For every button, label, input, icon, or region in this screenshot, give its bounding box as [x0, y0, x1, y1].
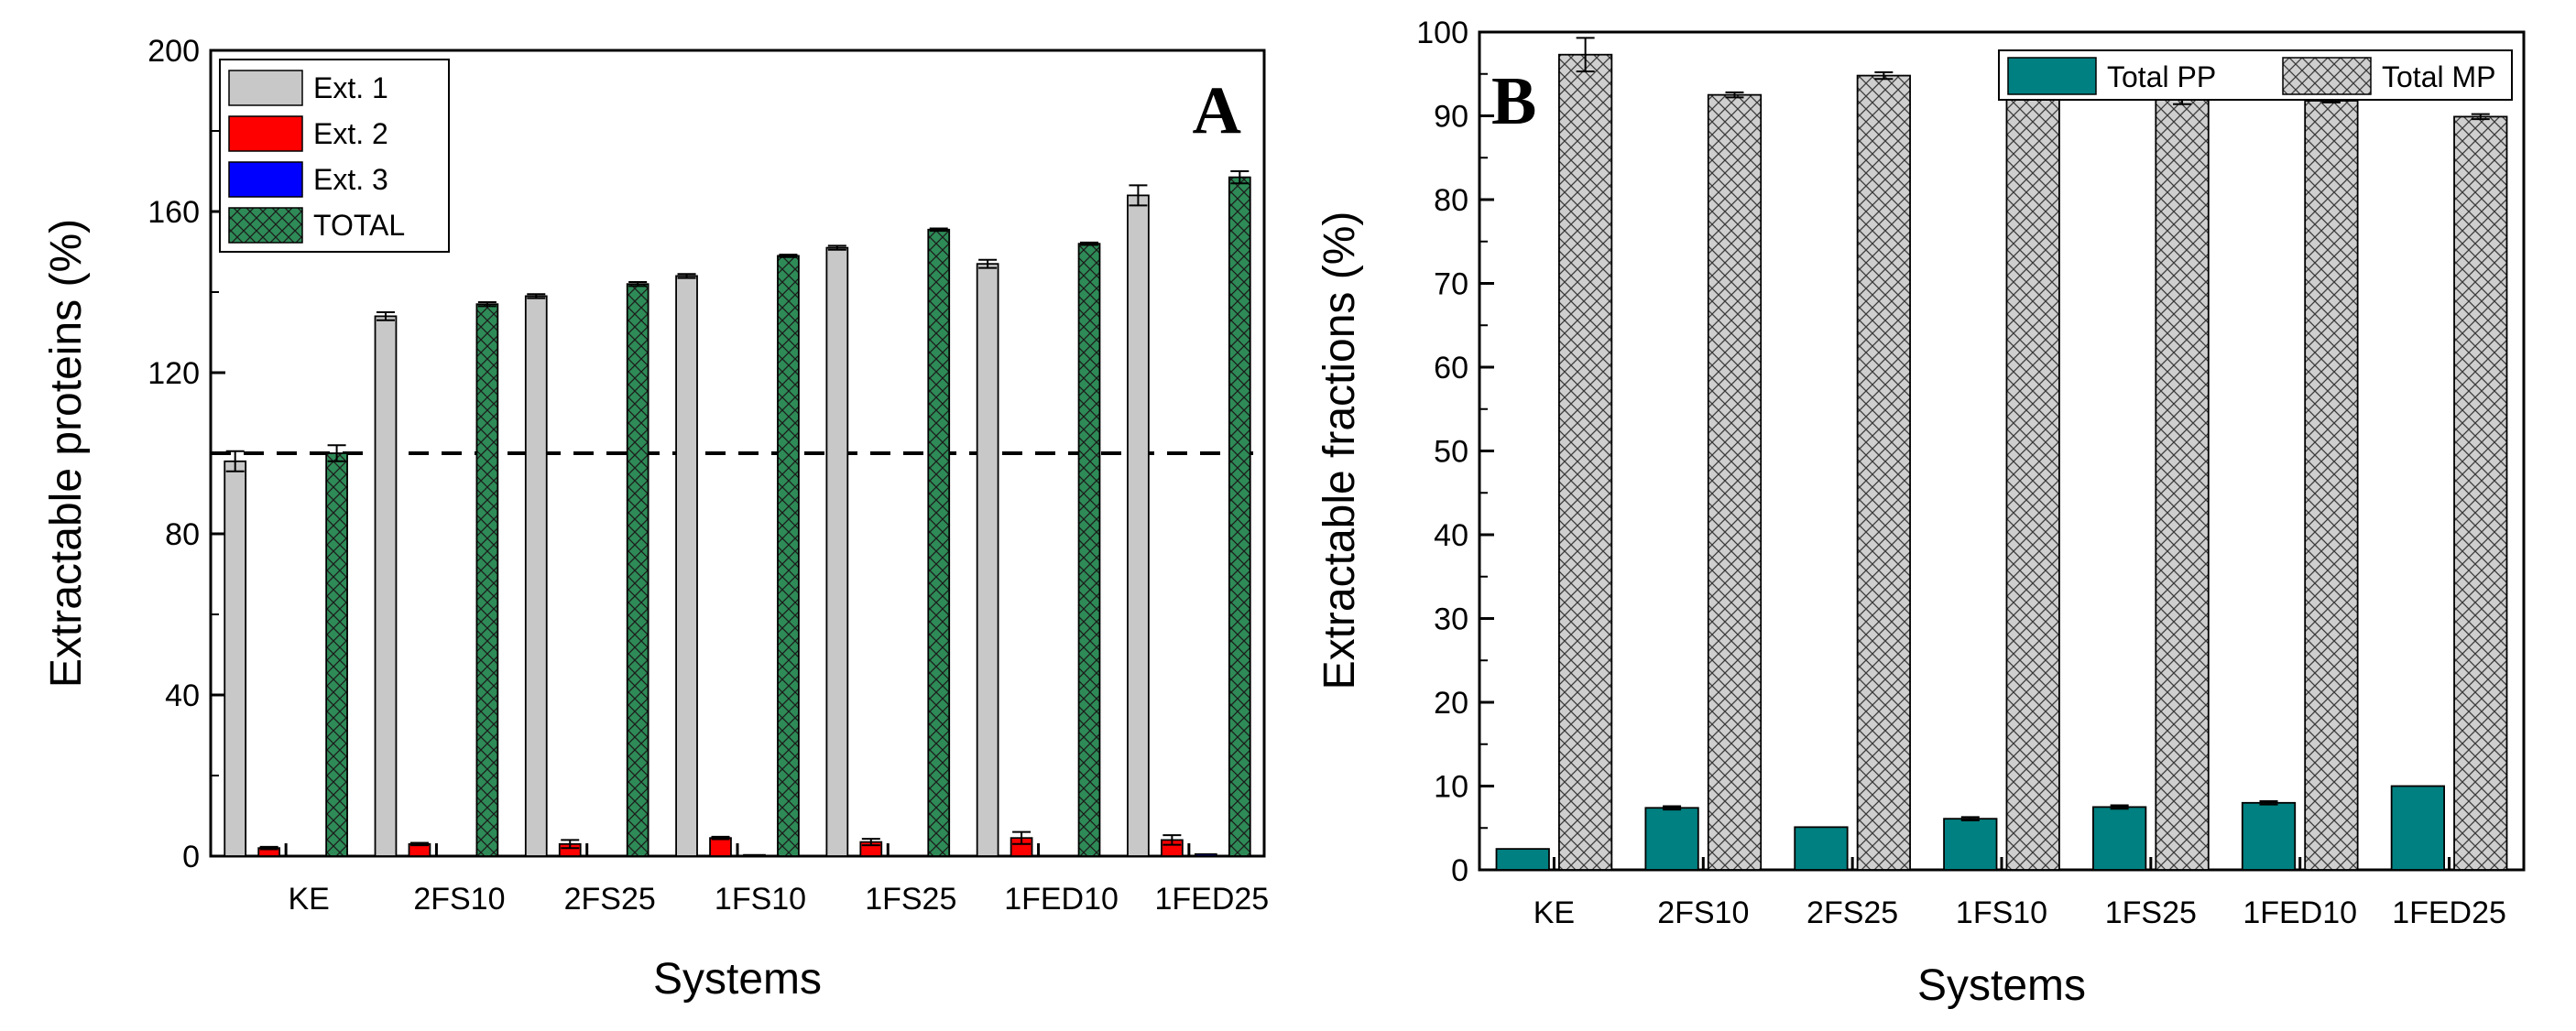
y-tick-label: 10: [1434, 770, 1468, 805]
bar-total-pp-1fs25: [2092, 806, 2147, 871]
x-tick-label: 2FS10: [1657, 895, 1749, 930]
panel-a-legend: Ext. 1 Ext. 2 Ext. 3 TOTAL: [219, 59, 450, 253]
panel-b-x-axis-title: Systems: [1917, 961, 2086, 1010]
x-tick-label: 1FED10: [2243, 895, 2357, 930]
y-tick-label: 90: [1434, 100, 1468, 135]
bar-ext-2-1fs10: [709, 837, 732, 857]
x-tick-label: 1FS10: [715, 882, 806, 917]
bar-ext-1-2fs25: [524, 295, 548, 857]
y-tick-label: 20: [1434, 686, 1468, 721]
y-tick-label: 0: [182, 840, 200, 874]
bar-total-1fed10: [1077, 243, 1101, 857]
bar-total-pp-2fs25: [1794, 826, 1849, 871]
x-tick-label: KE: [288, 882, 329, 917]
bar-ext-1-2fs10: [374, 315, 398, 857]
bar-ext-3-1fs10: [743, 853, 766, 857]
x-tick-label: 1FED25: [1154, 882, 1269, 917]
legend-label-ext-1: Ext. 1: [313, 71, 388, 104]
x-tick-label: 2FS25: [564, 882, 656, 917]
y-tick-label: 100: [1416, 16, 1468, 50]
bar-total-pp-1fs10: [1943, 818, 1998, 871]
y-tick-label: 0: [1451, 853, 1468, 888]
bar-total-ke: [325, 452, 348, 857]
bar-total-mp-2fs10: [1707, 93, 1763, 871]
y-tick-label: 40: [165, 678, 200, 713]
panel-a-letter: A: [1193, 73, 1241, 148]
panel-a-y-axis-title: Extractable proteins (%): [42, 219, 91, 688]
x-tick-label: 1FS25: [865, 882, 956, 917]
panel-b-x-ticks: KE 2FS10 2FS25 1FS10 1FS25 1FED10 1FED25: [1534, 857, 2506, 930]
y-tick-label: 160: [147, 195, 200, 230]
panel-a-bars: [224, 170, 1251, 857]
panel-a-x-ticks: KE 2FS10 2FS25 1FS10 1FS25 1FED10 1FED25: [284, 843, 1269, 917]
legend-label-ext-3: Ext. 3: [313, 163, 388, 196]
x-tick-label: 1FS25: [2105, 895, 2197, 930]
bar-total-mp-1fs25: [2155, 94, 2210, 871]
y-tick-label: 200: [147, 34, 200, 69]
panel-b-y-ticks: 0 10 20 30 40 50 60 70 80 90 100: [1416, 16, 1494, 888]
panel-b-frame: [1478, 30, 2526, 872]
y-tick-label: 30: [1434, 602, 1468, 637]
panel-a-y-ticks: 0 40 80 120 160 200: [147, 34, 225, 874]
y-tick-label: 70: [1434, 267, 1468, 302]
y-tick-label: 120: [147, 356, 200, 391]
bar-total-pp-ke: [1495, 848, 1550, 871]
x-tick-label: 1FS10: [1956, 895, 2047, 930]
y-tick-label: 80: [1434, 183, 1468, 218]
bar-total-mp-1fs10: [2005, 82, 2060, 871]
bar-total-mp-1fed10: [2304, 100, 2359, 871]
legend-swatch-total-mp: [2282, 57, 2372, 95]
legend-swatch-ext-3: [228, 161, 303, 198]
panel-a-x-axis-title: Systems: [653, 955, 822, 1004]
legend-label-total-pp: Total PP: [2107, 60, 2216, 93]
panel-b-letter: B: [1491, 64, 1536, 139]
x-tick-label: 2FS10: [413, 882, 505, 917]
legend-label-total: TOTAL: [313, 209, 405, 242]
x-tick-label: 2FS25: [1806, 895, 1898, 930]
bar-total-1fs25: [927, 228, 951, 857]
bar-ext-3-1fed25: [1194, 852, 1217, 857]
bar-total-pp-2fs10: [1644, 807, 1699, 871]
bar-total-pp-1fed25: [2390, 785, 2445, 871]
bar-ext-1-1fed10: [976, 263, 999, 857]
legend-swatch-ext-1: [228, 70, 303, 106]
x-tick-label: 1FED25: [2392, 895, 2506, 930]
panel-b: 0 10 20 30 40 50 60 70 80 90 100 KE 2FS10 2FS25 1FS10…: [1315, 16, 2526, 1010]
y-tick-label: 60: [1434, 351, 1468, 385]
bar-ext-1-1fed25: [1127, 194, 1150, 857]
panel-a: 0 40 80 120 160 200 KE 2FS10 2FS25 1FS10 1FS25 1FE…: [42, 34, 1269, 1004]
legend-swatch-total-pp: [2007, 57, 2097, 95]
legend-swatch-ext-2: [228, 115, 303, 152]
bar-total-mp-2fs25: [1856, 74, 1911, 871]
panel-b-bars: [1495, 37, 2508, 871]
legend-label-total-mp: Total MP: [2382, 60, 2495, 93]
panel-b-legend: Total PP Total MP: [1998, 49, 2513, 101]
bar-ext-1-1fs10: [675, 275, 698, 857]
y-tick-label: 50: [1434, 435, 1468, 470]
bar-total-mp-1fed25: [2453, 115, 2508, 871]
bar-ext-1-1fs25: [825, 246, 849, 857]
legend-label-ext-2: Ext. 2: [313, 117, 388, 150]
x-tick-label: KE: [1534, 895, 1575, 930]
panel-b-y-axis-title: Extractable fractions (%): [1315, 212, 1364, 690]
y-tick-label: 40: [1434, 518, 1468, 553]
bar-total-2fs25: [626, 283, 649, 857]
bar-total-pp-1fed10: [2241, 801, 2297, 871]
x-tick-label: 1FED10: [1004, 882, 1119, 917]
bar-total-1fed25: [1228, 176, 1251, 857]
y-tick-label: 80: [165, 517, 200, 552]
legend-swatch-total: [228, 207, 303, 244]
bar-ext-1-ke: [224, 460, 247, 857]
bar-total-1fs10: [777, 255, 800, 857]
bar-total-mp-ke: [1558, 53, 1613, 871]
bar-total-2fs10: [475, 303, 499, 857]
